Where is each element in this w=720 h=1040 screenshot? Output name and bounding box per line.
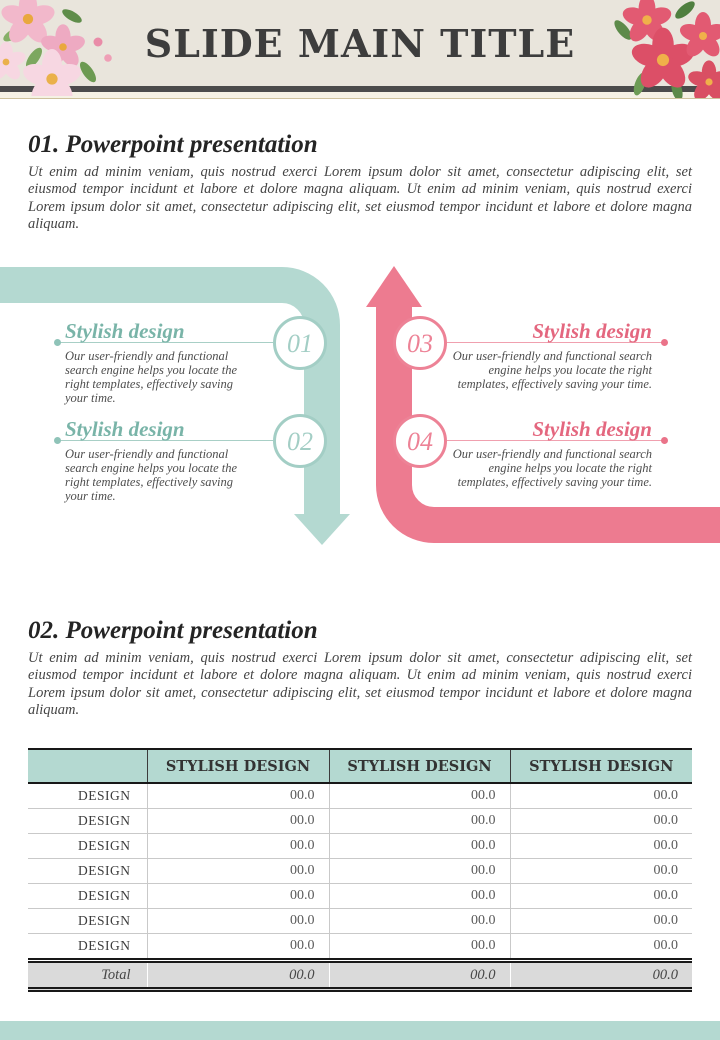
step-04-title: Stylish design [532, 417, 652, 441]
header-divider-strip [0, 92, 720, 99]
cell-value: 00.0 [146, 808, 329, 834]
connector-line-01 [54, 339, 273, 346]
row-label: DESIGN [28, 808, 147, 834]
design-table: STYLISH DESIGN STYLISH DESIGN STYLISH DE… [28, 748, 692, 992]
cell-value: 00.0 [509, 933, 692, 961]
step-02-description: Our user-friendly and functional search … [65, 447, 238, 503]
cell-value: 00.0 [328, 858, 510, 884]
cell-value: 00.0 [328, 833, 510, 859]
slide-main-title: SLIDE MAIN TITLE [144, 21, 576, 66]
row-label: DESIGN [28, 908, 147, 934]
step-circle-01: 01 [273, 316, 327, 370]
total-value: 00.0 [509, 958, 692, 992]
cell-value: 00.0 [146, 783, 329, 809]
table-header-col2: STYLISH DESIGN [328, 748, 510, 784]
flower-decoration-left [0, 0, 112, 96]
cell-value: 00.0 [328, 908, 510, 934]
section-01-body: Ut enim ad minim veniam, quis nostrud ex… [28, 164, 692, 233]
table-row: DESIGN 00.0 00.0 00.0 [28, 883, 692, 909]
cell-value: 00.0 [146, 833, 329, 859]
cell-value: 00.0 [509, 908, 692, 934]
section-02-body: Ut enim ad minim veniam, quis nostrud ex… [28, 650, 692, 719]
step-02-title: Stylish design [65, 417, 185, 441]
connector-line-02 [54, 437, 273, 444]
total-value: 00.0 [328, 958, 510, 992]
teal-arrowhead-down [294, 514, 350, 545]
table-header-col3: STYLISH DESIGN [509, 748, 692, 784]
step-circle-02: 02 [273, 414, 327, 468]
flower-decoration-right [614, 0, 720, 98]
cell-value: 00.0 [509, 833, 692, 859]
row-label: DESIGN [28, 783, 147, 809]
cell-value: 00.0 [509, 783, 692, 809]
cell-value: 00.0 [509, 808, 692, 834]
table-row: DESIGN 00.0 00.0 00.0 [28, 908, 692, 934]
cell-value: 00.0 [146, 908, 329, 934]
table-header-col1: STYLISH DESIGN [146, 748, 329, 784]
cell-value: 00.0 [328, 808, 510, 834]
cell-value: 00.0 [328, 933, 510, 961]
section-01: 01. Powerpoint presentation Ut enim ad m… [28, 130, 692, 234]
process-diagram: 01 02 03 04 Stylish design Our user-frie… [0, 258, 720, 560]
row-label: DESIGN [78, 938, 131, 953]
table-row: DESIGN 00.0 00.0 00.0 [28, 833, 692, 859]
step-03-title: Stylish design [532, 319, 652, 343]
connector-dot-03 [661, 339, 668, 346]
connector-dot-02 [54, 437, 61, 444]
section-02: 02. Powerpoint presentation Ut enim ad m… [28, 616, 692, 720]
cell-value: 00.0 [146, 933, 329, 961]
footer-accent-bar [0, 1021, 720, 1040]
cell-value: 00.0 [328, 883, 510, 909]
step-01-description: Our user-friendly and functional search … [65, 349, 238, 405]
teal-arrow-shape [0, 267, 340, 516]
row-label: DESIGN [28, 858, 147, 884]
table-header-row: STYLISH DESIGN STYLISH DESIGN STYLISH DE… [28, 748, 692, 784]
table-total-row: Total 00.0 00.0 00.0 [28, 958, 692, 992]
cell-value: 00.0 [509, 883, 692, 909]
page-header: SLIDE MAIN TITLE [0, 0, 720, 86]
step-01-title: Stylish design [65, 319, 185, 343]
connector-dot-04 [661, 437, 668, 444]
cell-value: 00.0 [146, 883, 329, 909]
pink-arrow-shape [376, 305, 720, 543]
pink-arrowhead-up [366, 266, 422, 307]
table-row: DESIGN 00.0 00.0 00.0 [28, 808, 692, 834]
row-label: DESIGN [28, 883, 147, 909]
connector-line-03 [447, 339, 668, 346]
header-divider-bar [0, 86, 720, 92]
step-circle-03: 03 [393, 316, 447, 370]
table-row: DESIGN 00.0 00.0 00.0 [28, 933, 692, 961]
total-value: 00.0 [146, 958, 329, 992]
connector-dot-01 [54, 339, 61, 346]
table-row: DESIGN 00.0 00.0 00.0 [28, 783, 692, 809]
cell-value: 00.0 [328, 783, 510, 809]
section-02-title: 02. Powerpoint presentation [28, 617, 318, 644]
diagram-arrows [0, 266, 720, 545]
cell-value: 00.0 [509, 858, 692, 884]
step-circle-04: 04 [393, 414, 447, 468]
row-label: DESIGN [28, 833, 147, 859]
total-label: Total [28, 958, 147, 992]
connector-line-04 [447, 437, 668, 444]
table-row: DESIGN 00.0 00.0 00.0 [28, 858, 692, 884]
section-01-title: 01. Powerpoint presentation [28, 131, 318, 158]
step-03-description: Our user-friendly and functional search … [452, 349, 652, 391]
step-04-description: Our user-friendly and functional search … [452, 447, 652, 489]
table-header-empty [28, 748, 147, 784]
cell-value: 00.0 [146, 858, 329, 884]
